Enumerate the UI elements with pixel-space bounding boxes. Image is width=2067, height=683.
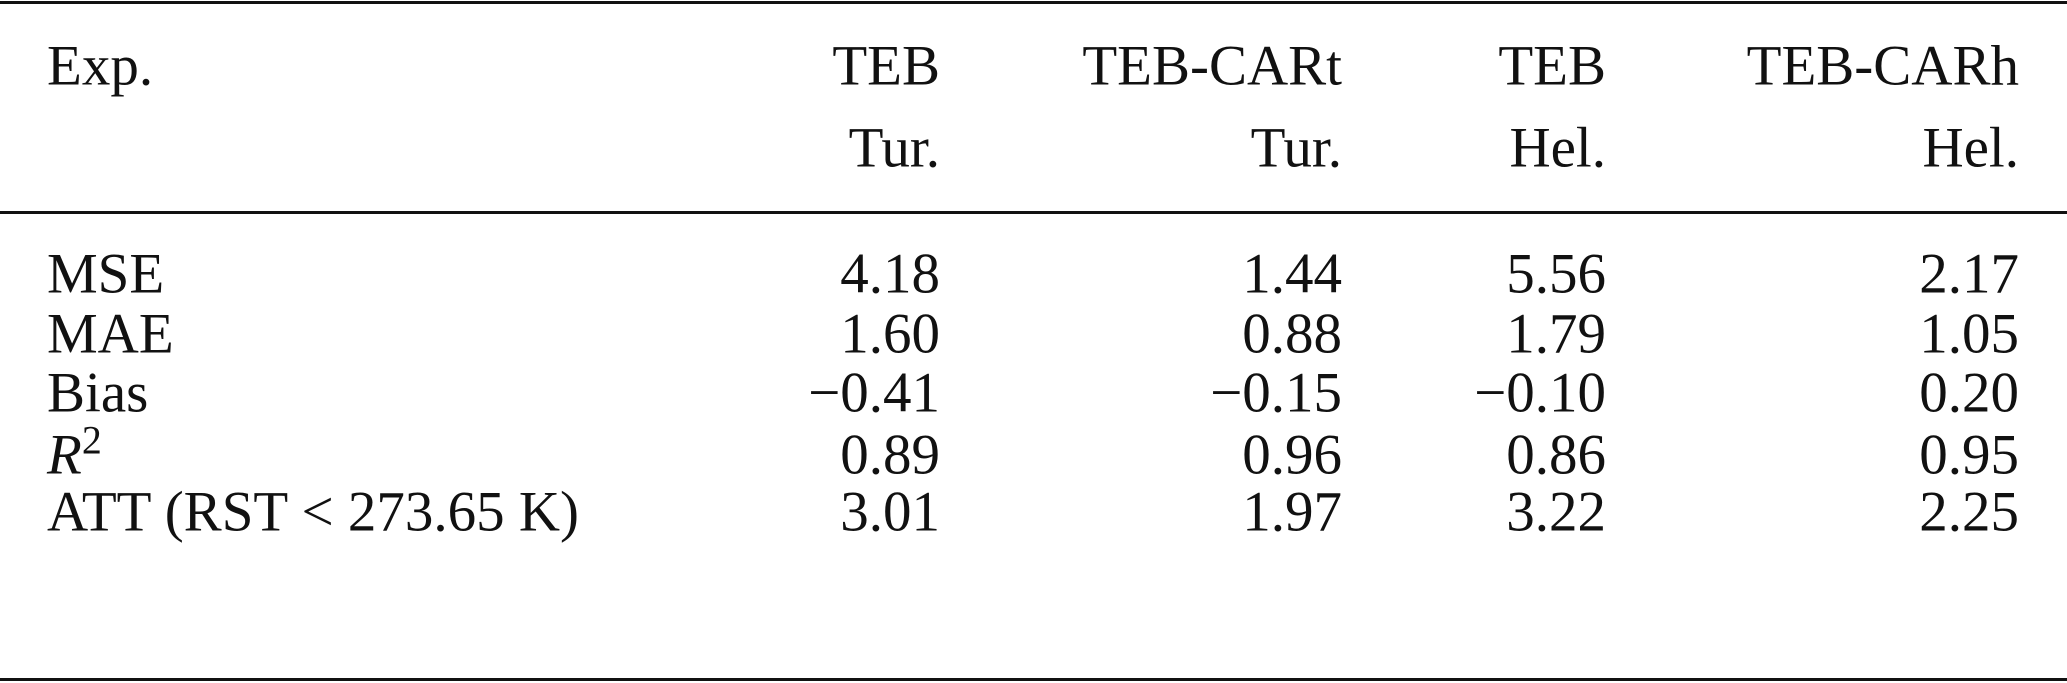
row-label: Bias	[47, 361, 149, 425]
cell: 0.88	[1242, 302, 1342, 366]
col-subheader-4: Hel.	[1922, 116, 2019, 180]
cell: 1.79	[1506, 302, 1606, 366]
row-label: R2	[47, 417, 102, 487]
row-label: MAE	[47, 302, 174, 366]
cell: 4.18	[840, 242, 940, 306]
cell: 3.22	[1506, 480, 1606, 544]
cell: 0.20	[1919, 361, 2019, 425]
col-header-2: TEB-CARt	[1082, 34, 1342, 98]
cell: 5.56	[1506, 242, 1606, 306]
col-header-4: TEB-CARh	[1746, 34, 2019, 98]
col-subheader-2: Tur.	[1250, 116, 1342, 180]
row-label: ATT (RST < 273.65 K)	[47, 480, 579, 544]
cell: 3.01	[840, 480, 940, 544]
header-label: Exp.	[47, 34, 154, 98]
col-subheader-3: Hel.	[1509, 116, 1606, 180]
cell: −0.41	[808, 361, 940, 425]
col-header-3: TEB	[1498, 34, 1606, 98]
cell: −0.10	[1474, 361, 1606, 425]
cell: 2.25	[1919, 480, 2019, 544]
cell: 1.44	[1242, 242, 1342, 306]
cell: 0.89	[840, 423, 940, 487]
cell: 0.86	[1506, 423, 1606, 487]
col-header-1: TEB	[832, 34, 940, 98]
cell: 2.17	[1919, 242, 2019, 306]
row-label: MSE	[47, 242, 165, 306]
bottom-rule	[0, 678, 2067, 681]
top-rule	[0, 1, 2067, 4]
cell: 0.96	[1242, 423, 1342, 487]
cell: 1.60	[840, 302, 940, 366]
cell: −0.15	[1210, 361, 1342, 425]
cell: 1.05	[1919, 302, 2019, 366]
header-rule	[0, 211, 2067, 214]
cell: 0.95	[1919, 423, 2019, 487]
col-subheader-1: Tur.	[848, 116, 940, 180]
cell: 1.97	[1242, 480, 1342, 544]
